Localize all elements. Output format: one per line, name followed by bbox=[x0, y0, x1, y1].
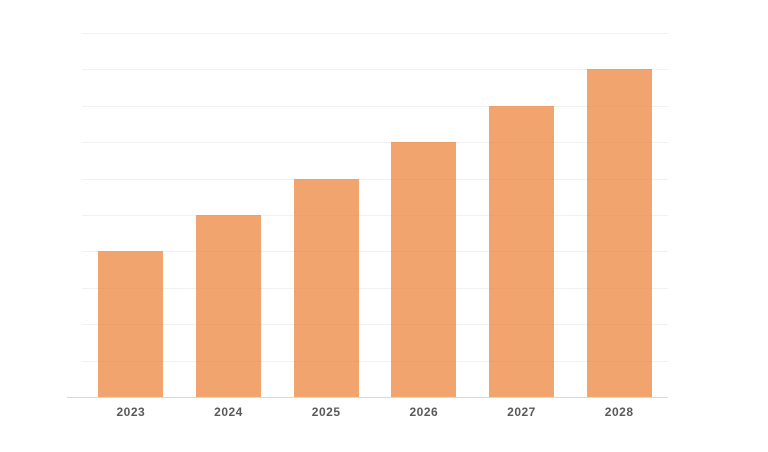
bar-2027 bbox=[489, 105, 554, 397]
gridline bbox=[82, 142, 668, 144]
gridline bbox=[82, 287, 668, 289]
gridline bbox=[82, 33, 668, 34]
gridline bbox=[82, 251, 668, 253]
gridline bbox=[82, 178, 668, 180]
gridline bbox=[82, 69, 668, 71]
gridline bbox=[82, 324, 668, 326]
bar-2026 bbox=[391, 142, 457, 397]
bar-2025 bbox=[293, 178, 359, 397]
x-axis-label: 2023 bbox=[116, 405, 146, 419]
gridline bbox=[82, 360, 668, 362]
x-axis-label: 2026 bbox=[409, 405, 439, 419]
x-axis-label: 2024 bbox=[214, 405, 243, 419]
x-axis-label: 2025 bbox=[311, 405, 341, 419]
bar-2024 bbox=[196, 215, 261, 397]
x-axis-label: 2027 bbox=[507, 405, 536, 419]
x-axis-label: 2028 bbox=[604, 405, 634, 419]
x-axis-line bbox=[67, 397, 668, 398]
gridline bbox=[82, 105, 668, 107]
bar-2023 bbox=[98, 251, 164, 397]
gridline bbox=[82, 215, 668, 216]
bar-2028 bbox=[586, 69, 652, 397]
